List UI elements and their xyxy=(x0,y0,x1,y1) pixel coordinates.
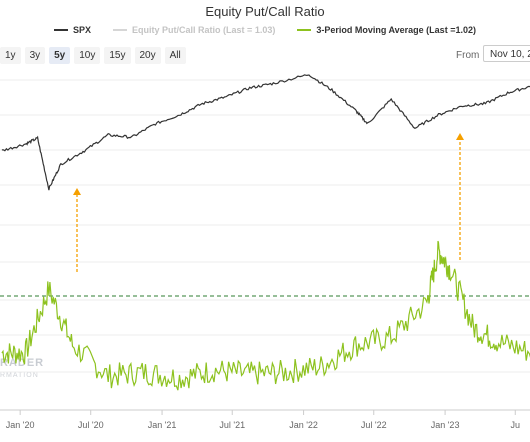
x-tick-label-2: Jan '21 xyxy=(148,420,177,430)
annotation-arrows xyxy=(73,133,464,272)
moving-average-series xyxy=(1,240,530,391)
legend-swatch-moving-average xyxy=(297,29,312,31)
from-date-label: From xyxy=(456,50,480,61)
x-tick-label-3: Jul '21 xyxy=(219,420,245,430)
legend-label-spx: SPX xyxy=(73,25,92,35)
legend-item-spx[interactable]: SPX xyxy=(54,25,91,35)
x-tick-label-0: Jan '20 xyxy=(6,420,35,430)
range-button-5y[interactable]: 5y xyxy=(49,47,71,64)
legend-label-moving-average: 3-Period Moving Average (Last =1.02) xyxy=(316,25,476,35)
from-date-input[interactable]: Nov 10, 2018 xyxy=(483,45,530,62)
x-tick-label-7: Ju xyxy=(511,420,521,430)
legend-swatch-put-call-ratio xyxy=(113,29,128,31)
legend-item-moving-average[interactable]: 3-Period Moving Average (Last =1.02) xyxy=(297,25,476,35)
range-button-all[interactable]: All xyxy=(164,47,186,64)
x-tick-label-1: Jul '20 xyxy=(78,420,104,430)
x-axis: Jan '20 Jul '20 Jan '21 Jul '21 Jan '22 Jul '… xyxy=(0,409,530,430)
legend-swatch-spx xyxy=(54,29,69,31)
range-button-20y[interactable]: 20y xyxy=(134,47,161,64)
moving-average-line xyxy=(1,240,530,391)
range-button-3y[interactable]: 3y xyxy=(24,47,46,64)
grid-lines xyxy=(0,79,530,373)
spx-series xyxy=(1,74,530,191)
range-selector: 1y 3y 5y 10y 15y 20y All xyxy=(0,47,186,64)
x-tick-label-6: Jan '23 xyxy=(431,420,460,430)
range-button-1y[interactable]: 1y xyxy=(0,47,21,64)
range-button-15y[interactable]: 15y xyxy=(104,47,131,64)
spx-line xyxy=(1,74,530,191)
range-button-10y[interactable]: 10y xyxy=(74,47,101,64)
watermark-subtext: RMATION xyxy=(0,372,39,379)
annotation-arrow-head-1 xyxy=(456,133,464,140)
legend-item-put-call-ratio[interactable]: Equity Put/Call Ratio (Last = 1.03) xyxy=(113,25,275,35)
legend-label-put-call-ratio: Equity Put/Call Ratio (Last = 1.03) xyxy=(132,25,276,35)
chart-legend: SPX Equity Put/Call Ratio (Last = 1.03) … xyxy=(0,25,530,35)
watermark-text: RADER xyxy=(0,357,45,369)
x-tick-label-5: Jul '22 xyxy=(361,420,387,430)
x-tick-label-4: Jan '22 xyxy=(289,420,318,430)
chart-title: Equity Put/Call Ratio xyxy=(205,4,325,19)
annotation-arrow-head-0 xyxy=(73,188,81,195)
